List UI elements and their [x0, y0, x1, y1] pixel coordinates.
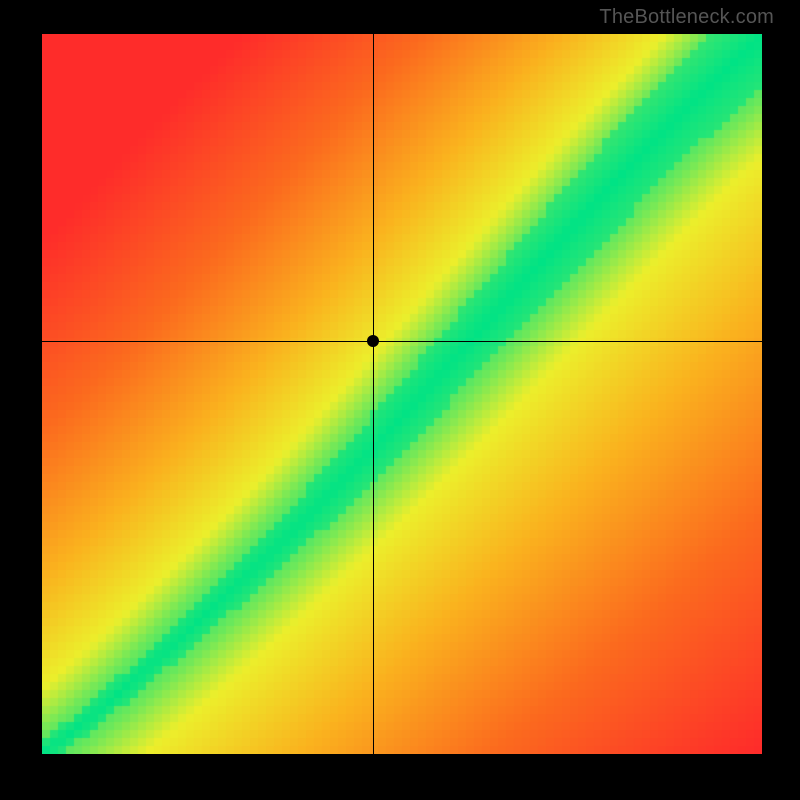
crosshair-vertical [373, 34, 374, 754]
crosshair-horizontal [42, 341, 762, 342]
heatmap-canvas [42, 34, 762, 754]
heatmap-plot [42, 34, 762, 754]
watermark-text: TheBottleneck.com [599, 6, 774, 29]
chart-container: { "canvas": { "width": 800, "height": 80… [0, 0, 800, 800]
selection-marker[interactable] [367, 335, 379, 347]
